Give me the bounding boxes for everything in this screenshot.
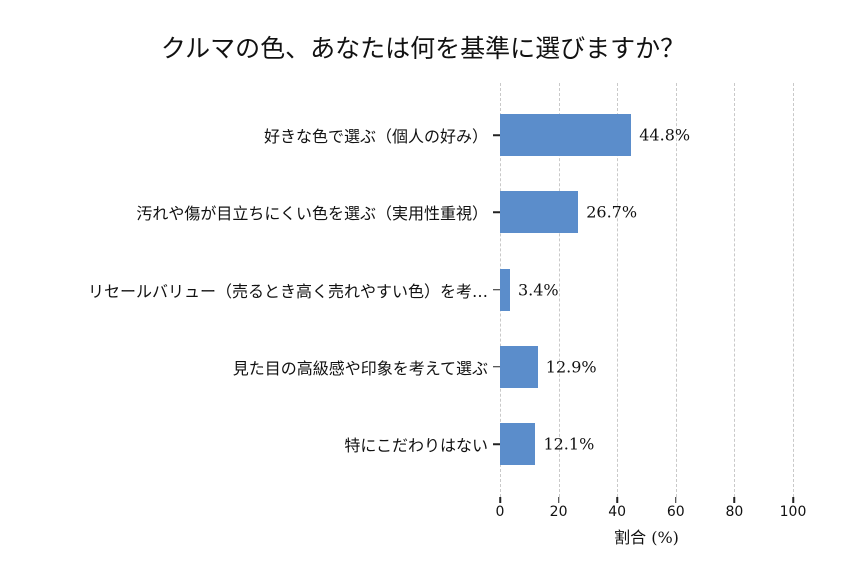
gridline [675, 83, 677, 497]
y-axis-tick [493, 211, 500, 213]
y-axis-tick [493, 288, 500, 291]
category-label: 特にこだわりはない [344, 436, 488, 455]
gridline [734, 83, 736, 497]
x-tick-label: 0 [495, 504, 505, 520]
gridline [793, 83, 794, 497]
category-label: リセールバリュー（売るとき高く売れやすい色）を考… [87, 281, 488, 301]
y-axis-tick [493, 443, 500, 445]
x-tick-label: 20 [549, 504, 568, 520]
x-axis-label: 割合 (%) [614, 528, 679, 547]
value-label: 26.7% [586, 202, 638, 222]
x-tick-label: 60 [666, 504, 685, 520]
value-label: 12.1% [543, 434, 595, 454]
x-axis-tick [557, 497, 560, 503]
y-axis-tick [493, 134, 500, 136]
value-label: 3.4% [517, 280, 559, 299]
category-label: 汚れや傷が目立ちにくい色を選ぶ（実用性重視） [136, 204, 488, 224]
gridline [558, 83, 560, 497]
category-label: 好きな色で選ぶ（個人の好み） [263, 127, 488, 146]
bar [500, 345, 538, 388]
bar [500, 268, 510, 311]
x-axis-tick [616, 497, 618, 503]
x-axis-tick [792, 497, 794, 503]
category-label: 見た目の高級感や印象を考えて選ぶ [232, 358, 488, 378]
bar [500, 423, 536, 465]
bar [500, 191, 579, 234]
x-axis-tick [675, 497, 677, 503]
x-tick-label: 40 [608, 504, 627, 520]
chart-title: クルマの色、あなたは何を基準に選びますか？ [160, 34, 686, 63]
x-tick-label: 100 [779, 504, 807, 520]
value-label: 44.8% [639, 125, 691, 145]
value-label: 12.9% [545, 357, 597, 377]
x-axis-tick [733, 497, 736, 503]
bar [500, 114, 632, 156]
gridline [617, 83, 619, 497]
x-tick-label: 80 [725, 504, 744, 520]
y-axis-tick [493, 366, 500, 368]
x-axis-tick [499, 497, 501, 503]
